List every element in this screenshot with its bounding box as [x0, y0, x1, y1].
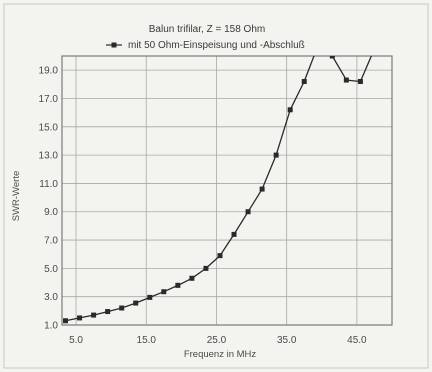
data-point-marker — [231, 231, 237, 237]
data-point-marker — [119, 305, 125, 311]
x-tick-label: 25.0 — [207, 335, 227, 346]
x-axis-title: Frequenz in MHz — [184, 349, 257, 360]
outer-frame — [3, 3, 429, 369]
y-tick-label: 3.0 — [44, 292, 58, 303]
series-layer — [63, 56, 373, 324]
data-point-marker — [301, 78, 307, 84]
data-point-marker — [273, 152, 279, 158]
data-point-marker — [133, 300, 139, 306]
data-point-marker — [63, 318, 69, 324]
y-tick-label: 11.0 — [39, 179, 58, 190]
y-axis-title: SWR-Werte — [11, 171, 22, 222]
data-point-marker — [161, 289, 167, 295]
y-tick-label: 17.0 — [39, 94, 59, 105]
plot-area-frame — [61, 55, 393, 326]
tick-labels: 1.0 3.0 5.0 7.0 9.0 11.0 13.0 15.0 17.0 19.0 5.0 15… — [39, 66, 368, 346]
data-point-marker — [147, 294, 153, 300]
y-tick-label: 7.0 — [44, 236, 58, 247]
legend-entry-label: mit 50 Ohm-Einspeisung und -Abschluß — [128, 40, 305, 51]
data-point-marker — [259, 186, 265, 192]
legend: mit 50 Ohm-Einspeisung und -Abschluß — [106, 40, 305, 51]
x-tick-label: 35.0 — [277, 335, 297, 346]
data-point-marker — [343, 77, 349, 83]
data-point-marker — [245, 209, 251, 215]
legend-marker-sample — [111, 42, 117, 48]
data-point-marker — [287, 107, 293, 113]
data-point-marker — [77, 315, 83, 321]
data-point-marker — [203, 265, 209, 271]
chart-title: Balun trifilar, Z = 158 Ohm — [149, 24, 265, 35]
data-point-marker — [175, 282, 181, 288]
data-point-marker — [105, 309, 111, 315]
x-tick-label: 45.0 — [347, 335, 367, 346]
data-point-marker — [217, 253, 223, 259]
data-point-marker — [357, 78, 363, 84]
y-tick-label: 1.0 — [44, 321, 58, 332]
x-tick-label: 5.0 — [69, 335, 83, 346]
y-tick-label: 5.0 — [44, 264, 58, 275]
data-point-marker — [189, 275, 195, 281]
y-tick-label: 15.0 — [39, 122, 59, 133]
data-point-marker — [91, 312, 97, 318]
y-tick-label: 13.0 — [39, 151, 59, 162]
data-point-marker — [329, 56, 335, 59]
y-tick-label: 9.0 — [44, 207, 58, 218]
x-tick-label: 15.0 — [137, 335, 157, 346]
y-tick-label: 19.0 — [39, 66, 59, 77]
